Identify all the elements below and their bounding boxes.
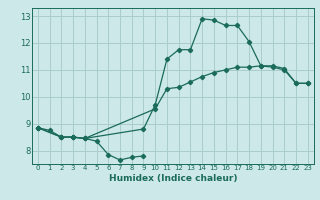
X-axis label: Humidex (Indice chaleur): Humidex (Indice chaleur)	[108, 174, 237, 183]
